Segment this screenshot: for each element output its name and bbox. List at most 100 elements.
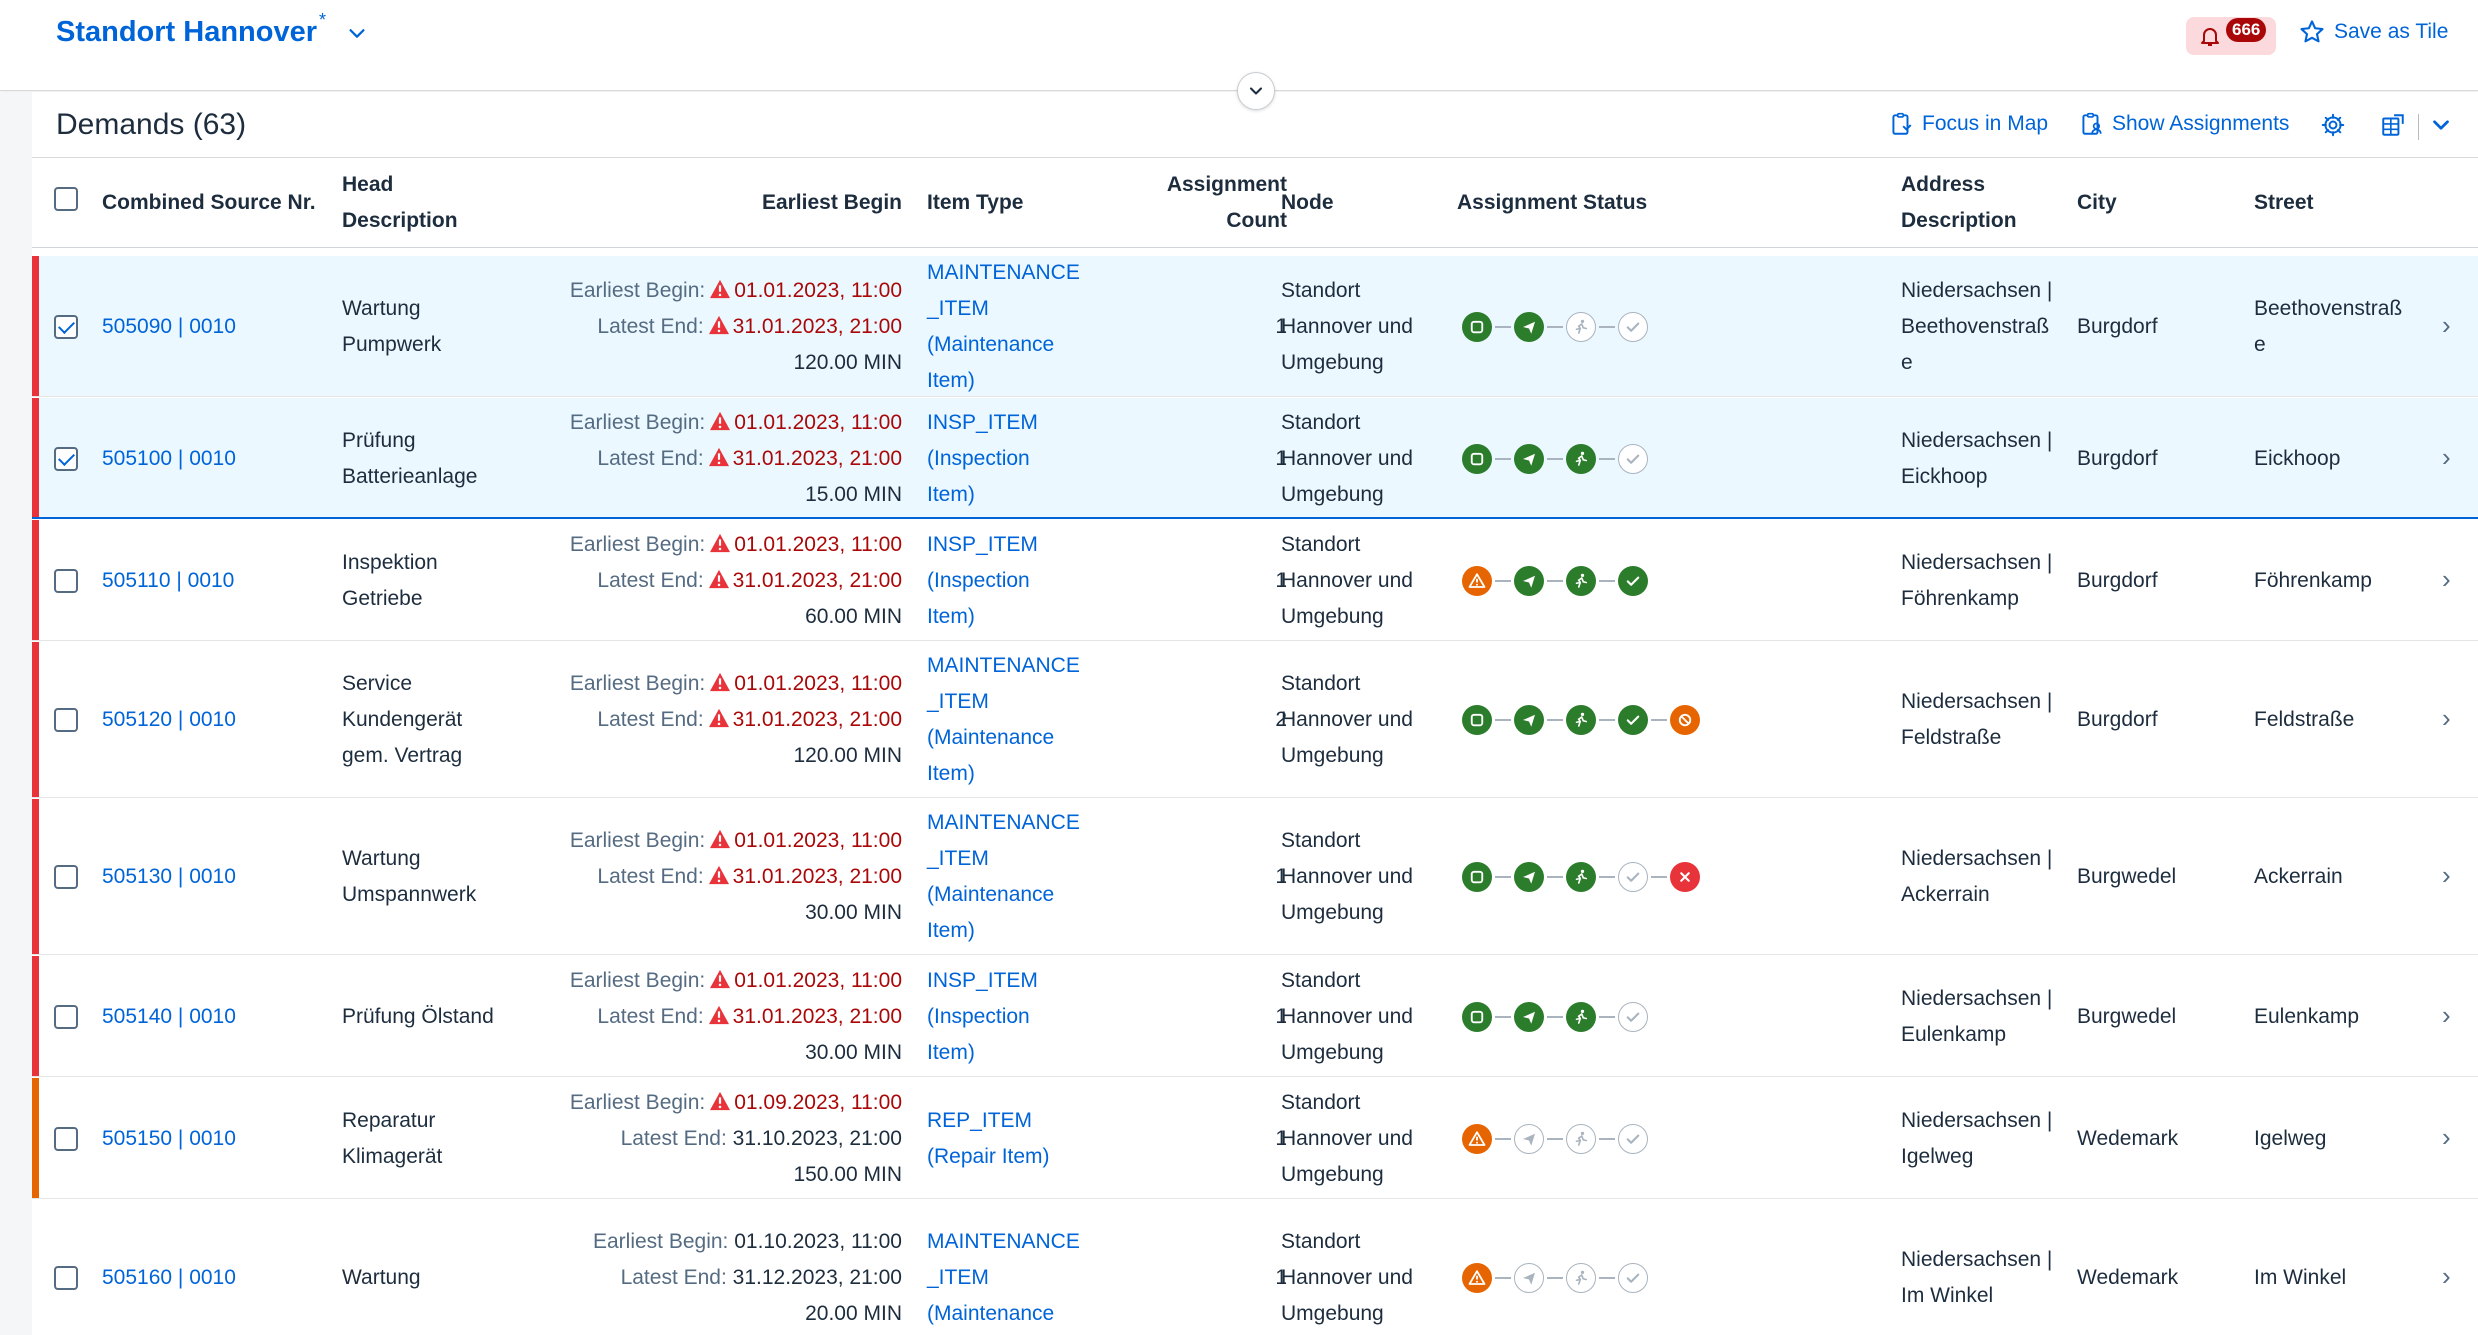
- assignment-status-chain[interactable]: [1462, 444, 1648, 474]
- table-row[interactable]: 505090 | 0010 Wartung Pumpwerk Earliest Be…: [32, 256, 2478, 397]
- assignment-status-chain[interactable]: [1462, 1124, 1648, 1154]
- source-nr-link[interactable]: 505130 | 0010: [102, 865, 236, 888]
- column-header-head-description[interactable]: Head Description: [342, 167, 458, 239]
- collapse-header-button[interactable]: [1237, 72, 1275, 110]
- in-process-status-icon: [1566, 1002, 1596, 1032]
- item-type-link[interactable]: MAINTENANCE _ITEM (Maintenance Item): [927, 648, 1080, 792]
- item-type-link[interactable]: INSP_ITEM (Inspection Item): [927, 963, 1038, 1071]
- schedule-info: Earliest Begin: 01.09.2023, 11:00 Latest …: [452, 1085, 902, 1193]
- address-line: Beethovenstraß: [1901, 315, 2050, 338]
- schedule-info: Earliest Begin: 01.10.2023, 11:00 Latest…: [452, 1224, 902, 1332]
- item-type-link[interactable]: MAINTENANCE _ITEM (Maintenance: [927, 1224, 1080, 1332]
- assignment-status-chain[interactable]: [1462, 1002, 1648, 1032]
- item-type-line: (Maintenance: [927, 726, 1055, 749]
- table-row[interactable]: 505130 | 0010 Wartung Umspannwerk Earliest…: [32, 799, 2478, 955]
- row-select-checkbox[interactable]: [54, 1005, 78, 1029]
- variant-selector[interactable]: Standort Hannover *: [56, 10, 368, 49]
- show-assignments-button[interactable]: Show Assignments: [2078, 111, 2289, 137]
- column-header-assignment-status[interactable]: Assignment Status: [1457, 191, 1648, 214]
- item-type-link[interactable]: REP_ITEM (Repair Item): [927, 1103, 1050, 1175]
- column-header-node[interactable]: Node: [1281, 191, 1334, 214]
- export-table-icon[interactable]: [2378, 110, 2408, 140]
- source-nr-link[interactable]: 505140 | 0010: [102, 1005, 236, 1028]
- table-row[interactable]: 505120 | 0010 Service Kundengerät gem. Vert…: [32, 642, 2478, 798]
- table-toolbar: Demands (63) Focus in Map Show Assignmen…: [32, 92, 2478, 158]
- rejected-status-icon: [1670, 862, 1700, 892]
- latest-end-line: Latest End: 31.01.2023, 21:00: [597, 708, 902, 731]
- schedule-info: Earliest Begin: 01.01.2023, 11:00 Latest …: [452, 666, 902, 774]
- row-navigation-icon[interactable]: ›: [2442, 310, 2451, 340]
- row-select-checkbox[interactable]: [54, 708, 78, 732]
- row-navigation-icon[interactable]: ›: [2442, 1261, 2451, 1291]
- focus-in-map-button[interactable]: Focus in Map: [1888, 111, 2048, 137]
- node-name: Standort Hannover und Umgebung: [1281, 1224, 1413, 1332]
- status-connector: [1547, 719, 1563, 721]
- table-row[interactable]: 505140 | 0010 Prüfung Ölstand Earliest Be…: [32, 956, 2478, 1077]
- item-type-line: (Maintenance: [927, 1302, 1055, 1325]
- assignment-status-chain[interactable]: [1462, 312, 1648, 342]
- source-nr-link[interactable]: 505100 | 0010: [102, 447, 236, 470]
- source-nr-link[interactable]: 505120 | 0010: [102, 708, 236, 731]
- column-header-street[interactable]: Street: [2254, 191, 2314, 214]
- row-navigation-icon[interactable]: ›: [2442, 564, 2451, 594]
- status-connector: [1495, 719, 1511, 721]
- row-select-checkbox[interactable]: [54, 865, 78, 889]
- chevron-down-icon[interactable]: [346, 22, 368, 44]
- column-header-item-type[interactable]: Item Type: [927, 191, 1024, 214]
- table-row[interactable]: 505150 | 0010 Reparatur Klimagerät Earlies…: [32, 1078, 2478, 1199]
- row-select-checkbox[interactable]: [54, 1127, 78, 1151]
- select-all-checkbox[interactable]: [54, 187, 78, 211]
- settings-gear-icon[interactable]: [2318, 110, 2348, 140]
- item-type-link[interactable]: INSP_ITEM (Inspection Item): [927, 527, 1038, 635]
- item-type-link[interactable]: MAINTENANCE _ITEM (Maintenance Item): [927, 805, 1080, 949]
- chevron-down-icon[interactable]: [2426, 110, 2456, 140]
- column-header-assignment-count[interactable]: Assignment Count: [1112, 167, 1287, 239]
- column-header-assignment-count-line2: Count: [1226, 209, 1287, 232]
- column-header-address[interactable]: Address Description: [1901, 167, 2017, 239]
- row-navigation-icon[interactable]: ›: [2442, 1122, 2451, 1152]
- row-select-checkbox[interactable]: [54, 315, 78, 339]
- dispatched-status-icon: [1514, 862, 1544, 892]
- table-row[interactable]: 505160 | 0010 Wartung Earliest Begin: 01.…: [32, 1200, 2478, 1335]
- table-row[interactable]: 505110 | 0010 Inspektion Getriebe Earliest…: [32, 520, 2478, 641]
- row-select-checkbox[interactable]: [54, 447, 78, 471]
- row-highlight-indicator: [32, 398, 39, 517]
- item-type-link[interactable]: INSP_ITEM (Inspection Item): [927, 405, 1038, 513]
- row-navigation-icon[interactable]: ›: [2442, 703, 2451, 733]
- notifications-button[interactable]: 666: [2186, 17, 2276, 55]
- duration-value: 60.00 MIN: [805, 605, 902, 628]
- save-as-tile-button[interactable]: Save as Tile: [2298, 18, 2448, 46]
- toolbar-separator: [2418, 114, 2419, 140]
- source-nr-link[interactable]: 505090 | 0010: [102, 315, 236, 338]
- status-connector: [1547, 1277, 1563, 1279]
- source-nr-link[interactable]: 505160 | 0010: [102, 1266, 236, 1289]
- row-navigation-icon[interactable]: ›: [2442, 860, 2451, 890]
- address-line: Im Winkel: [1901, 1284, 1994, 1307]
- address-line: Eickhoop: [1901, 465, 1988, 488]
- source-nr-link[interactable]: 505150 | 0010: [102, 1127, 236, 1150]
- assignment-status-chain[interactable]: [1462, 705, 1700, 735]
- assignment-status-chain[interactable]: [1462, 1263, 1648, 1293]
- item-type-line: Item): [927, 1041, 975, 1064]
- row-navigation-icon[interactable]: ›: [2442, 1000, 2451, 1030]
- completed-status-icon: [1618, 1002, 1648, 1032]
- assignment-status-chain[interactable]: [1462, 566, 1648, 596]
- row-navigation-icon[interactable]: ›: [2442, 442, 2451, 472]
- column-header-earliest-begin[interactable]: Earliest Begin: [761, 191, 902, 214]
- column-header-source-nr[interactable]: Combined Source Nr.: [102, 191, 316, 214]
- earliest-begin-line: Earliest Begin: 01.01.2023, 11:00: [569, 829, 902, 852]
- clipboard-user-icon: [2082, 112, 2102, 135]
- assignment-status-chain[interactable]: [1462, 862, 1700, 892]
- column-header-city[interactable]: City: [2077, 191, 2117, 214]
- column-header-address-line1: Address: [1901, 173, 1986, 196]
- street-line: e: [2254, 333, 2266, 356]
- item-type-line: (Inspection: [927, 447, 1030, 470]
- source-nr-link[interactable]: 505110 | 0010: [102, 569, 235, 592]
- row-select-checkbox[interactable]: [54, 569, 78, 593]
- node-line: Umgebung: [1281, 744, 1384, 767]
- dispatched-status-icon: [1514, 444, 1544, 474]
- table-row[interactable]: 505100 | 0010 Prüfung Batterieanlage Earli…: [32, 398, 2478, 519]
- row-select-checkbox[interactable]: [54, 1266, 78, 1290]
- head-description: Prüfung Batterieanlage: [342, 423, 532, 495]
- item-type-link[interactable]: MAINTENANCE _ITEM (Maintenance Item): [927, 255, 1080, 399]
